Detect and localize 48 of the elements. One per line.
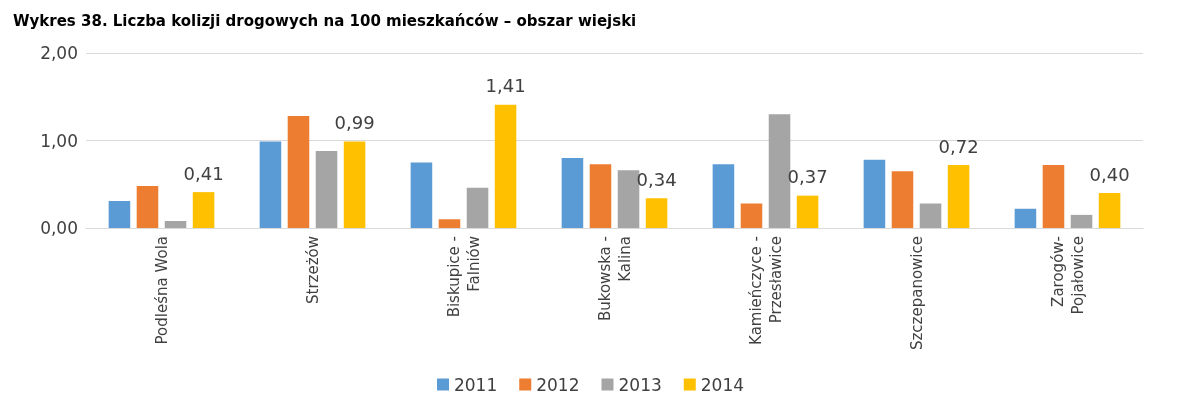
bar: [796, 195, 819, 228]
bar: [494, 104, 517, 228]
data-label: 0,37: [787, 166, 828, 188]
bar: [1070, 214, 1093, 228]
bar: [136, 186, 159, 228]
bar: [712, 164, 735, 228]
bar: [287, 116, 310, 228]
x-tick-label: Biskupice - Falniów: [444, 236, 483, 318]
y-tick-label: 0,00: [40, 218, 78, 238]
bar: [891, 171, 914, 228]
data-label: 0,40: [1089, 163, 1130, 185]
bar: [343, 141, 366, 228]
x-tick-label: Kamieńczyce - Przesławice: [746, 236, 785, 345]
x-tick-label: Zarogów- Pojałowice: [1048, 236, 1087, 315]
bar: [438, 219, 461, 228]
x-tick-label: Podleśna Wola: [152, 236, 171, 345]
bar: [561, 158, 584, 228]
bar: [1014, 208, 1037, 228]
bar: [740, 203, 763, 228]
y-tick-label: 1,00: [40, 130, 78, 151]
bar: [645, 198, 668, 228]
bar: [259, 141, 282, 228]
bar: [1098, 193, 1121, 228]
x-tick-label: Szczepanowice: [907, 236, 926, 351]
data-label: 0,72: [938, 135, 979, 157]
bar: [108, 200, 131, 228]
bar: [919, 203, 942, 228]
bar: [1042, 165, 1065, 228]
bar: [315, 151, 338, 228]
bar: [947, 165, 970, 228]
bar: [863, 159, 886, 228]
x-tick-label: Bukowska - Kalina: [595, 236, 634, 322]
data-label: 0,34: [636, 168, 677, 190]
chart-title: Wykres 38. Liczba kolizji drogowych na 100 mieszkańców – obszar wiejski: [13, 11, 637, 30]
legend-label: 2014: [700, 374, 745, 395]
legend-label: 2013: [618, 374, 662, 395]
data-label: 0,41: [183, 162, 224, 184]
bar: [466, 187, 489, 228]
legend-label: 2011: [453, 374, 498, 395]
data-label: 1,41: [485, 75, 526, 97]
data-label: 0,99: [334, 111, 375, 133]
bar: [589, 164, 612, 228]
x-tick-label: Strzeżów: [303, 236, 322, 304]
bar: [192, 192, 215, 228]
legend-label: 2012: [536, 374, 580, 395]
y-tick-label: 2,00: [40, 43, 78, 63]
bar: [410, 162, 433, 228]
bar: [164, 221, 187, 228]
